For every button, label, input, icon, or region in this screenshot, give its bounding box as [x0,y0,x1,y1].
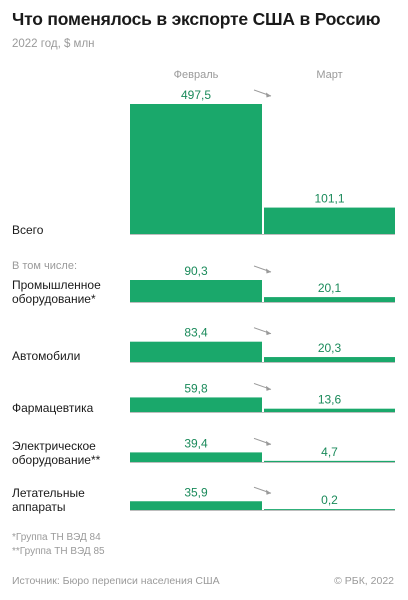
trend-arrow-head [266,92,271,98]
bar-february [130,104,262,234]
bar-february [130,397,262,412]
page-subtitle: 2022 год, $ млн [12,38,95,50]
trend-arrow-head [266,268,271,274]
value-label-february: 35,9 [184,485,208,499]
category-label: оборудование* [12,292,96,306]
category-label: Автомобили [12,349,80,363]
value-label-march: 20,3 [318,341,342,355]
bar-february [130,280,262,302]
bar-march [264,357,395,362]
value-label-february: 90,3 [184,264,208,278]
bar-february [130,501,262,510]
column-header-february: Февраль [174,69,219,81]
category-label: Промышленное [12,278,101,292]
footnote-1: *Группа ТН ВЭД 84 [12,532,101,543]
column-header-march: Март [316,69,342,81]
category-label: оборудование** [12,453,101,467]
trend-arrow-head [266,330,271,336]
trend-arrow-head [266,385,271,391]
value-label-march: 13,6 [318,393,342,407]
value-label-february: 83,4 [184,326,208,340]
category-label: Электрическое [12,439,96,453]
chart-area: Февраль Март 497,5 101,1 Всего 90,3 20,1 Промыш… [12,69,395,514]
value-label-february: 59,8 [184,381,208,395]
value-label-february: 497,5 [181,88,211,102]
value-label-march: 4,7 [321,445,338,459]
footnote-2: **Группа ТН ВЭД 85 [12,546,105,557]
category-label: аппараты [12,500,66,514]
source-note: Источник: Бюро переписи населения США [12,575,220,587]
bar-march [264,408,395,412]
page-title: Что поменялось в экспорте США в Россию [12,9,381,29]
value-label-march: 20,1 [318,281,342,295]
copyright: © РБК, 2022 [334,575,394,587]
value-label-february: 39,4 [184,436,208,450]
category-label: Фармацевтика [12,401,94,415]
value-label-march: 101,1 [314,192,344,206]
category-label: Летательные [12,486,85,500]
trend-arrow-head [266,489,271,495]
bar-february [130,452,262,462]
bar-march [264,297,395,302]
subheader-label: В том числе: [12,260,77,272]
bar-march [264,509,395,510]
value-label-march: 0,2 [321,493,338,507]
category-label: Всего [12,223,44,237]
bar-february [130,341,262,362]
bar-march [264,207,395,234]
trend-arrow-head [266,440,271,446]
bar-march [264,460,395,462]
